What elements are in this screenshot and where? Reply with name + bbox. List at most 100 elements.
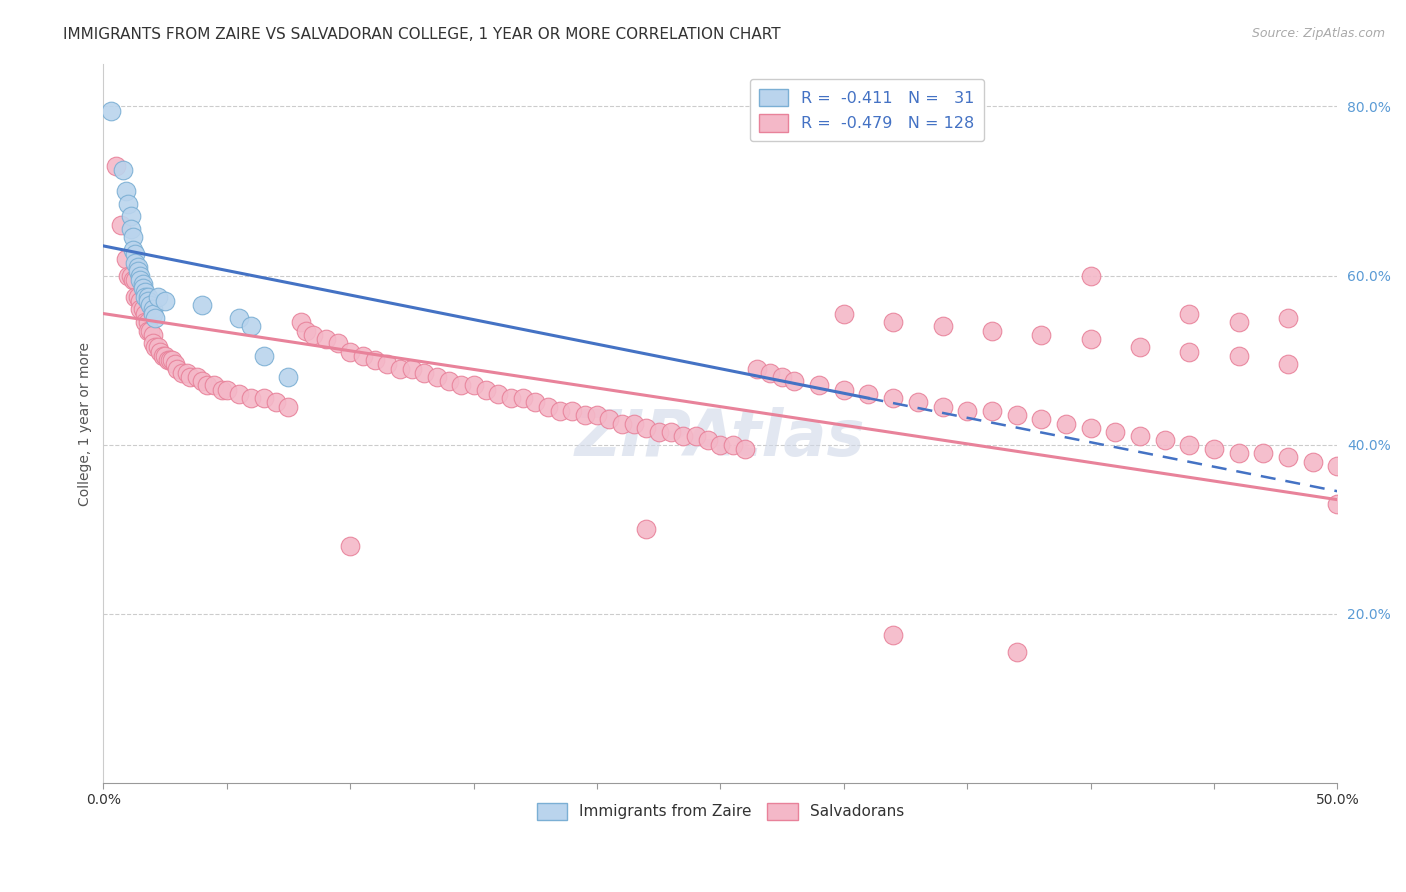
Point <box>1178 438 1201 452</box>
Point <box>302 327 325 342</box>
Text: ZIPAtlas: ZIPAtlas <box>575 407 866 469</box>
Point <box>129 268 152 283</box>
Point <box>1253 446 1275 460</box>
Text: Source: ZipAtlas.com: Source: ZipAtlas.com <box>1251 27 1385 40</box>
Point <box>211 383 233 397</box>
Y-axis label: College, 1 year or more: College, 1 year or more <box>79 342 93 506</box>
Point <box>832 383 855 397</box>
Point <box>339 344 361 359</box>
Point <box>1129 429 1152 443</box>
Point <box>1153 434 1175 448</box>
Point <box>139 324 162 338</box>
Point <box>1227 446 1250 460</box>
Point <box>277 400 299 414</box>
Point <box>1080 332 1102 346</box>
Point <box>437 374 460 388</box>
Point <box>129 302 152 317</box>
Point <box>548 404 571 418</box>
Point <box>931 319 953 334</box>
Point <box>240 319 263 334</box>
Point <box>647 425 669 439</box>
Point <box>114 184 136 198</box>
Point <box>512 391 534 405</box>
Point <box>253 349 276 363</box>
Point <box>132 277 155 291</box>
Point <box>685 429 707 443</box>
Point <box>142 327 165 342</box>
Point <box>136 290 159 304</box>
Point <box>1326 458 1348 473</box>
Point <box>1277 310 1299 325</box>
Point <box>536 400 558 414</box>
Point <box>1302 455 1324 469</box>
Point <box>598 412 620 426</box>
Point <box>112 162 135 177</box>
Point <box>127 290 149 304</box>
Point <box>659 425 682 439</box>
Point <box>117 268 139 283</box>
Point <box>426 370 449 384</box>
Point <box>375 357 398 371</box>
Point <box>586 408 609 422</box>
Point <box>124 273 146 287</box>
Point <box>136 324 159 338</box>
Point <box>339 539 361 553</box>
Point <box>153 293 176 308</box>
Point <box>104 159 127 173</box>
Point <box>770 370 793 384</box>
Point <box>980 324 1002 338</box>
Point <box>326 336 349 351</box>
Point <box>352 349 374 363</box>
Point <box>127 264 149 278</box>
Point <box>758 366 780 380</box>
Point <box>134 307 156 321</box>
Point <box>636 421 658 435</box>
Point <box>1326 497 1348 511</box>
Point <box>149 344 172 359</box>
Point <box>858 387 880 401</box>
Point <box>450 378 472 392</box>
Point <box>228 387 250 401</box>
Point <box>1031 412 1053 426</box>
Point <box>132 302 155 317</box>
Point <box>783 374 806 388</box>
Point <box>163 357 186 371</box>
Point <box>142 307 165 321</box>
Point <box>486 387 509 401</box>
Point <box>709 438 731 452</box>
Point <box>110 218 132 232</box>
Point <box>146 340 169 354</box>
Point <box>413 366 436 380</box>
Point <box>882 391 904 405</box>
Point <box>117 196 139 211</box>
Point <box>142 336 165 351</box>
Point <box>156 353 179 368</box>
Point <box>364 353 387 368</box>
Point <box>636 522 658 536</box>
Point <box>264 395 287 409</box>
Point <box>142 302 165 317</box>
Point <box>1129 340 1152 354</box>
Point <box>127 260 149 274</box>
Point <box>153 349 176 363</box>
Point <box>1080 421 1102 435</box>
Point <box>721 438 744 452</box>
Point <box>240 391 263 405</box>
Point <box>191 298 214 312</box>
Point <box>1104 425 1126 439</box>
Point <box>294 324 316 338</box>
Point <box>134 315 156 329</box>
Point <box>159 353 181 368</box>
Point <box>176 366 198 380</box>
Point <box>179 370 201 384</box>
Point <box>228 310 250 325</box>
Point <box>882 628 904 642</box>
Point <box>134 290 156 304</box>
Point <box>980 404 1002 418</box>
Point <box>162 353 184 368</box>
Point <box>1005 645 1028 659</box>
Point <box>1178 307 1201 321</box>
Point <box>122 230 145 244</box>
Point <box>808 378 831 392</box>
Point <box>122 243 145 257</box>
